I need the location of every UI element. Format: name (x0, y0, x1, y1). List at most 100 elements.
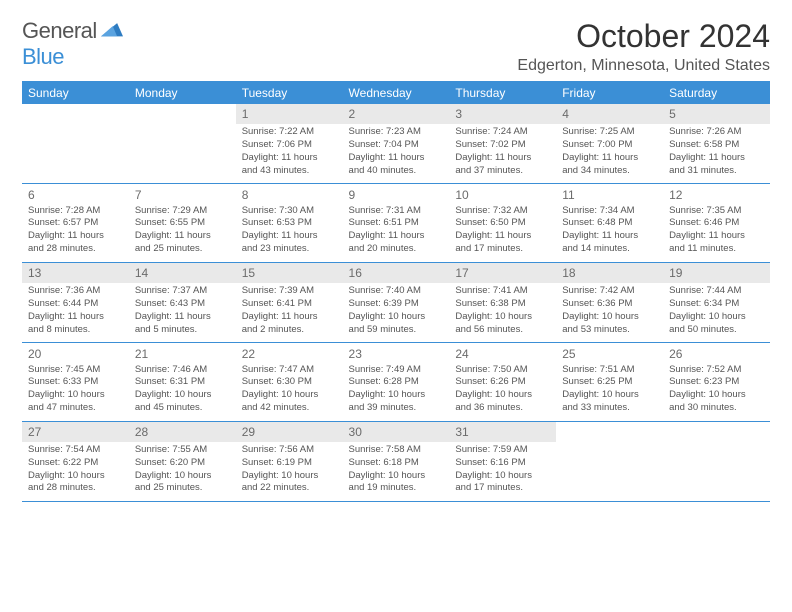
sunrise-text: Sunrise: 7:42 AM (562, 285, 657, 298)
daylight-text: and 53 minutes. (562, 324, 657, 337)
sunrise-text: Sunrise: 7:24 AM (455, 126, 550, 139)
day-number: 16 (343, 263, 450, 283)
sunset-text: Sunset: 6:57 PM (28, 217, 123, 230)
sunset-text: Sunset: 6:44 PM (28, 298, 123, 311)
calendar-cell: 12Sunrise: 7:35 AMSunset: 6:46 PMDayligh… (663, 184, 770, 262)
calendar-cell: 8Sunrise: 7:30 AMSunset: 6:53 PMDaylight… (236, 184, 343, 262)
day-number: 4 (556, 104, 663, 124)
daylight-text: Daylight: 11 hours (135, 230, 230, 243)
daylight-text: Daylight: 10 hours (562, 389, 657, 402)
calendar-week-row: 1Sunrise: 7:22 AMSunset: 7:06 PMDaylight… (22, 104, 770, 184)
daylight-text: and 30 minutes. (669, 402, 764, 415)
sunrise-text: Sunrise: 7:59 AM (455, 444, 550, 457)
daylight-text: and 5 minutes. (135, 324, 230, 337)
sunrise-text: Sunrise: 7:45 AM (28, 364, 123, 377)
daylight-text: and 11 minutes. (669, 243, 764, 256)
daylight-text: and 17 minutes. (455, 482, 550, 495)
dayheader-sun: Sunday (22, 82, 129, 105)
day-number: 12 (669, 187, 764, 203)
sunrise-text: Sunrise: 7:32 AM (455, 205, 550, 218)
sunset-text: Sunset: 6:36 PM (562, 298, 657, 311)
calendar-week-row: 13Sunrise: 7:36 AMSunset: 6:44 PMDayligh… (22, 262, 770, 342)
daylight-text: Daylight: 11 hours (455, 152, 550, 165)
sunset-text: Sunset: 6:30 PM (242, 376, 337, 389)
daylight-text: Daylight: 11 hours (28, 311, 123, 324)
sunset-text: Sunset: 6:31 PM (135, 376, 230, 389)
calendar-cell (22, 104, 129, 184)
day-number: 8 (242, 187, 337, 203)
calendar-cell: 10Sunrise: 7:32 AMSunset: 6:50 PMDayligh… (449, 184, 556, 262)
daylight-text: and 25 minutes. (135, 243, 230, 256)
calendar-cell: 21Sunrise: 7:46 AMSunset: 6:31 PMDayligh… (129, 343, 236, 421)
dayheader-sat: Saturday (663, 82, 770, 105)
sunrise-text: Sunrise: 7:30 AM (242, 205, 337, 218)
daylight-text: Daylight: 11 hours (242, 311, 337, 324)
daylight-text: Daylight: 10 hours (455, 470, 550, 483)
day-number: 29 (236, 422, 343, 442)
sunset-text: Sunset: 7:04 PM (349, 139, 444, 152)
daylight-text: Daylight: 10 hours (242, 389, 337, 402)
sunset-text: Sunset: 6:33 PM (28, 376, 123, 389)
sunset-text: Sunset: 6:53 PM (242, 217, 337, 230)
daylight-text: and 45 minutes. (135, 402, 230, 415)
daylight-text: and 33 minutes. (562, 402, 657, 415)
daylight-text: and 47 minutes. (28, 402, 123, 415)
calendar-cell: 11Sunrise: 7:34 AMSunset: 6:48 PMDayligh… (556, 184, 663, 262)
sunset-text: Sunset: 6:46 PM (669, 217, 764, 230)
day-number: 10 (455, 187, 550, 203)
sunrise-text: Sunrise: 7:23 AM (349, 126, 444, 139)
sunset-text: Sunset: 6:22 PM (28, 457, 123, 470)
daylight-text: Daylight: 11 hours (135, 311, 230, 324)
calendar-cell: 19Sunrise: 7:44 AMSunset: 6:34 PMDayligh… (663, 262, 770, 342)
day-number: 14 (129, 263, 236, 283)
sunrise-text: Sunrise: 7:52 AM (669, 364, 764, 377)
brand-triangle-icon (101, 20, 123, 38)
day-number: 9 (349, 187, 444, 203)
sunrise-text: Sunrise: 7:36 AM (28, 285, 123, 298)
calendar-cell (129, 104, 236, 184)
sunrise-text: Sunrise: 7:58 AM (349, 444, 444, 457)
sunrise-text: Sunrise: 7:49 AM (349, 364, 444, 377)
sunrise-text: Sunrise: 7:25 AM (562, 126, 657, 139)
calendar-cell: 5Sunrise: 7:26 AMSunset: 6:58 PMDaylight… (663, 104, 770, 184)
day-number: 13 (22, 263, 129, 283)
sunset-text: Sunset: 6:26 PM (455, 376, 550, 389)
dayheader-tue: Tuesday (236, 82, 343, 105)
sunrise-text: Sunrise: 7:50 AM (455, 364, 550, 377)
sunset-text: Sunset: 6:18 PM (349, 457, 444, 470)
sunset-text: Sunset: 6:28 PM (349, 376, 444, 389)
calendar-cell: 27Sunrise: 7:54 AMSunset: 6:22 PMDayligh… (22, 421, 129, 501)
calendar-header-row: Sunday Monday Tuesday Wednesday Thursday… (22, 82, 770, 105)
calendar-table: Sunday Monday Tuesday Wednesday Thursday… (22, 81, 770, 502)
calendar-week-row: 27Sunrise: 7:54 AMSunset: 6:22 PMDayligh… (22, 421, 770, 501)
sunrise-text: Sunrise: 7:39 AM (242, 285, 337, 298)
sunrise-text: Sunrise: 7:29 AM (135, 205, 230, 218)
day-number: 24 (455, 346, 550, 362)
day-number: 31 (449, 422, 556, 442)
daylight-text: Daylight: 11 hours (562, 230, 657, 243)
day-number: 30 (343, 422, 450, 442)
dayheader-mon: Monday (129, 82, 236, 105)
daylight-text: and 19 minutes. (349, 482, 444, 495)
calendar-cell: 31Sunrise: 7:59 AMSunset: 6:16 PMDayligh… (449, 421, 556, 501)
page-title: October 2024 (517, 18, 770, 55)
daylight-text: Daylight: 11 hours (669, 152, 764, 165)
daylight-text: and 43 minutes. (242, 165, 337, 178)
calendar-cell: 15Sunrise: 7:39 AMSunset: 6:41 PMDayligh… (236, 262, 343, 342)
sunrise-text: Sunrise: 7:35 AM (669, 205, 764, 218)
daylight-text: and 14 minutes. (562, 243, 657, 256)
daylight-text: Daylight: 11 hours (562, 152, 657, 165)
day-number: 7 (135, 187, 230, 203)
dayheader-wed: Wednesday (343, 82, 450, 105)
sunrise-text: Sunrise: 7:47 AM (242, 364, 337, 377)
day-number: 28 (129, 422, 236, 442)
page-subtitle: Edgerton, Minnesota, United States (517, 57, 770, 75)
day-number: 19 (663, 263, 770, 283)
daylight-text: Daylight: 10 hours (562, 311, 657, 324)
daylight-text: and 56 minutes. (455, 324, 550, 337)
sunset-text: Sunset: 6:43 PM (135, 298, 230, 311)
daylight-text: Daylight: 10 hours (669, 311, 764, 324)
sunrise-text: Sunrise: 7:26 AM (669, 126, 764, 139)
calendar-cell: 17Sunrise: 7:41 AMSunset: 6:38 PMDayligh… (449, 262, 556, 342)
day-number: 5 (663, 104, 770, 124)
